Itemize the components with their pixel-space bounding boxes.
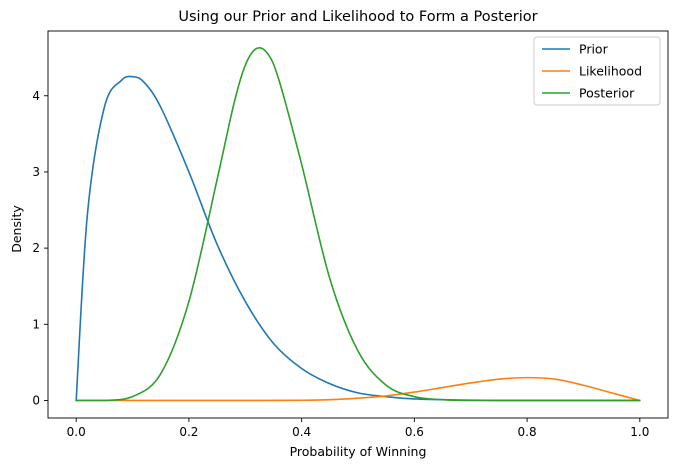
x-tick-label: 0.8	[518, 425, 537, 439]
plot-frame	[47, 30, 669, 419]
axis-ticks: 0.0 0.2 0.4 0.6 0.8 1.0 0 1 2 3 4	[32, 89, 649, 439]
x-tick-label: 1.0	[630, 425, 649, 439]
legend-label: Posterior	[579, 86, 635, 101]
legend-label: Prior	[579, 42, 609, 57]
series-line-likelihood	[75, 376, 641, 402]
series-line-posterior	[75, 47, 641, 402]
chart-title: Using our Prior and Likelihood to Form a…	[178, 9, 537, 25]
x-tick-label: 0.2	[179, 425, 198, 439]
y-tick-label: 3	[32, 165, 40, 179]
legend-box	[533, 36, 661, 106]
y-axis-label: Density	[9, 205, 24, 253]
y-tick-label: 2	[32, 241, 40, 255]
y-tick-label: 0	[32, 393, 40, 407]
plot-area	[47, 30, 669, 419]
x-tick-label: 0.0	[67, 425, 86, 439]
x-tick-label: 0.4	[292, 425, 311, 439]
x-tick-label: 0.6	[405, 425, 424, 439]
y-tick-label: 1	[32, 317, 40, 331]
x-axis-label: Probability of Winning	[290, 444, 427, 459]
legend: Prior Likelihood Posterior	[533, 36, 661, 106]
y-tick-label: 4	[32, 89, 40, 103]
legend-label: Likelihood	[579, 64, 642, 79]
